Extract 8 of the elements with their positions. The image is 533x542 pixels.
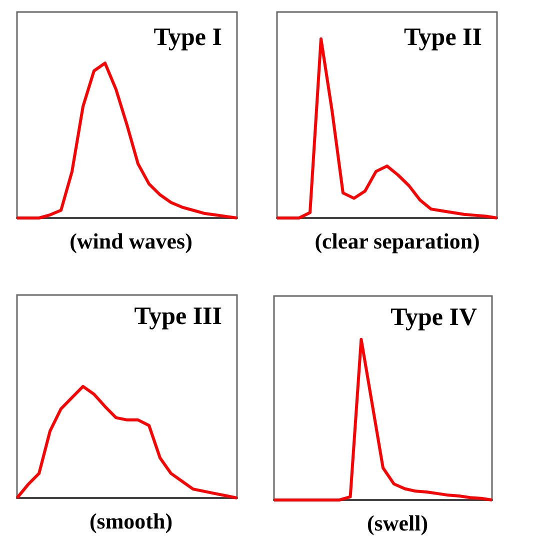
text: (wind waves) bbox=[70, 228, 192, 254]
text: (smooth) bbox=[89, 508, 173, 534]
text: (swell) bbox=[366, 510, 428, 536]
chart-title: Type III bbox=[134, 303, 222, 330]
chart-title: Type IV bbox=[390, 304, 478, 331]
text: (clear separation) bbox=[314, 228, 480, 254]
chart-title: Type II bbox=[404, 24, 482, 51]
chart-title: Type I bbox=[154, 24, 222, 51]
